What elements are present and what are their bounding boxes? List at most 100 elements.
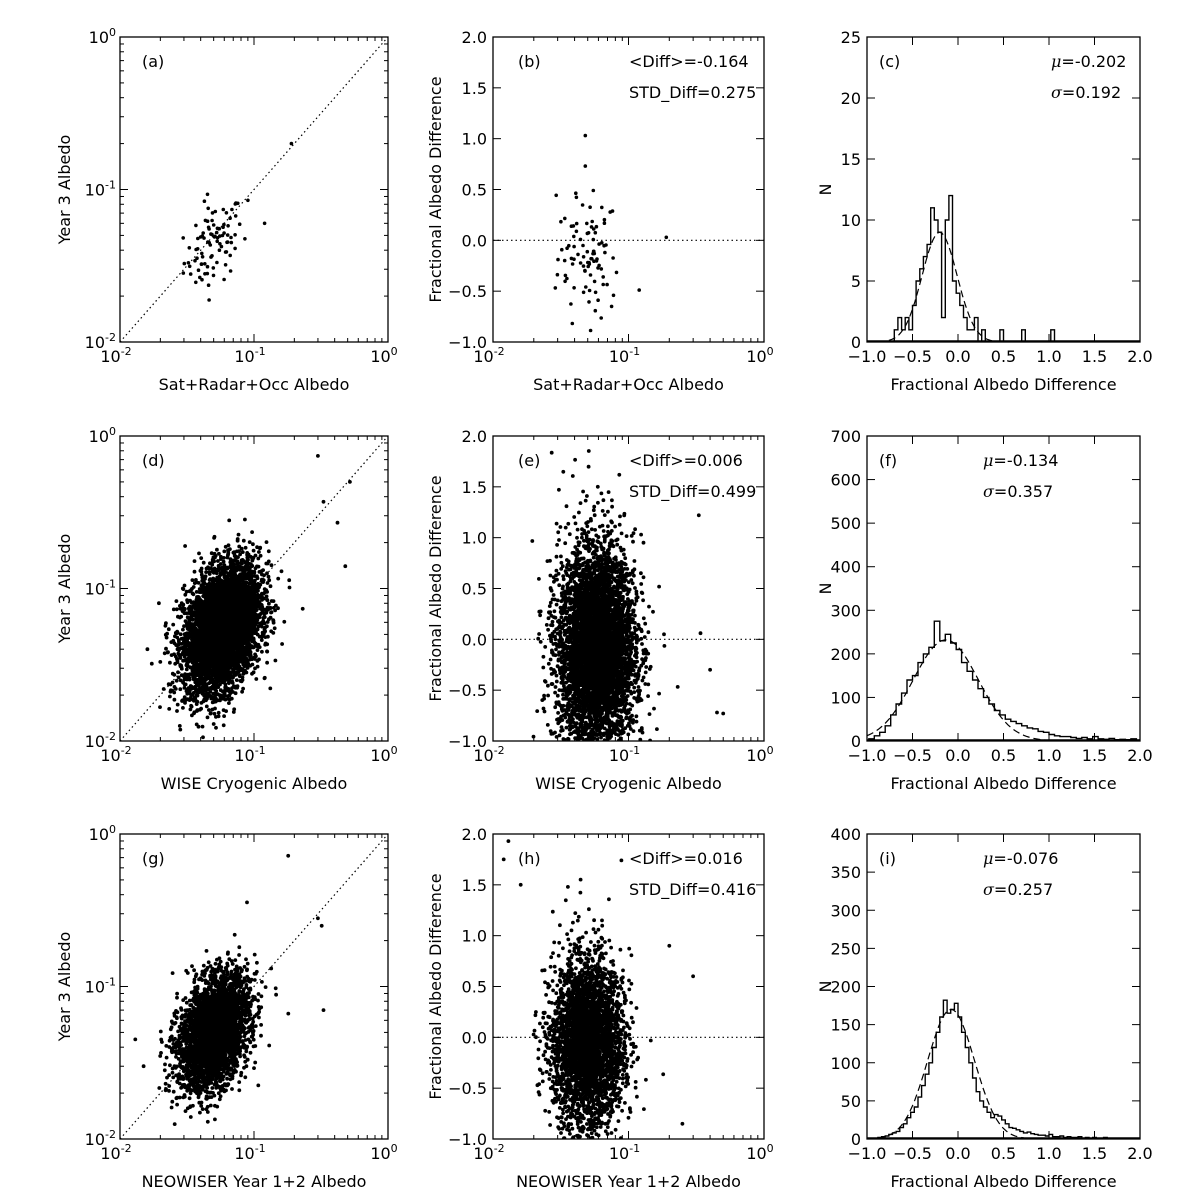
data-point	[572, 234, 576, 239]
data-point	[555, 272, 560, 277]
data-point	[210, 562, 215, 567]
data-point	[175, 702, 180, 707]
data-point	[210, 254, 214, 258]
data-point	[201, 560, 206, 565]
data-point	[189, 686, 194, 691]
data-point	[207, 708, 211, 712]
data-point	[221, 559, 226, 564]
data-point	[222, 567, 227, 572]
y-tick-label: 10-2	[85, 331, 116, 352]
data-point	[192, 581, 197, 585]
data-point	[168, 689, 173, 694]
data-point	[166, 627, 171, 632]
data-point	[596, 266, 600, 270]
y-axis-label: Fractional Albedo Difference	[426, 76, 445, 302]
data-point	[217, 248, 222, 252]
data-point	[175, 629, 180, 634]
data-point	[569, 224, 574, 228]
data-point	[194, 578, 198, 582]
data-point	[216, 710, 221, 715]
data-point	[596, 298, 600, 303]
data-point	[263, 635, 268, 639]
gaussian-fit	[867, 231, 1140, 342]
data-point	[194, 247, 198, 252]
data-point	[592, 259, 596, 264]
data-point	[262, 675, 267, 680]
data-point	[253, 622, 258, 627]
data-point	[193, 258, 197, 263]
data-point	[217, 566, 222, 571]
data-point	[200, 616, 205, 620]
data-point	[584, 285, 588, 289]
data-point	[212, 697, 217, 702]
data-point	[265, 561, 270, 566]
data-point	[250, 557, 255, 561]
data-point	[259, 577, 264, 582]
x-tick-label: 100	[370, 345, 397, 366]
data-point	[174, 607, 179, 612]
data-point	[206, 283, 211, 288]
data-point	[201, 735, 205, 740]
data-point	[184, 667, 189, 672]
data-point	[211, 266, 216, 270]
data-point	[183, 698, 188, 702]
data-point	[238, 650, 242, 655]
data-point	[180, 586, 185, 591]
data-point	[229, 240, 234, 245]
data-point	[587, 260, 591, 265]
data-point	[567, 243, 571, 248]
data-point	[237, 222, 242, 226]
data-point	[176, 638, 181, 642]
data-point	[240, 561, 245, 566]
x-tick-label: 100	[746, 345, 773, 366]
data-point	[593, 230, 598, 235]
data-point	[225, 583, 229, 587]
x-tick-label: −0.5	[893, 347, 932, 366]
data-point	[231, 562, 236, 566]
data-point	[228, 269, 233, 273]
data-point	[254, 628, 259, 633]
data-point	[273, 608, 277, 613]
data-point	[216, 563, 221, 568]
data-point	[247, 582, 252, 586]
data-point	[173, 661, 178, 666]
data-point	[179, 601, 184, 606]
data-point	[271, 618, 276, 623]
data-point	[221, 570, 226, 575]
data-point	[268, 584, 273, 589]
data-point	[572, 244, 576, 249]
data-point	[228, 564, 233, 569]
data-point	[279, 569, 284, 574]
data-point	[255, 589, 259, 594]
data-point	[574, 229, 579, 234]
panel-c: −1.0 −0.5 0.0 0.5 1.0 1.5 2.00510152025Fractio…	[816, 28, 1153, 394]
data-point	[205, 264, 210, 269]
data-point	[262, 587, 267, 591]
data-point	[211, 273, 216, 278]
data-point	[257, 657, 261, 662]
data-point	[182, 261, 187, 266]
data-point	[221, 696, 226, 701]
data-point	[581, 290, 586, 295]
data-point	[189, 633, 193, 637]
data-point	[583, 269, 587, 273]
data-point	[227, 680, 232, 684]
data-point	[233, 691, 238, 696]
data-point	[207, 298, 211, 302]
data-point	[225, 240, 230, 244]
data-point	[244, 635, 249, 640]
data-point	[563, 279, 567, 284]
data-point	[182, 624, 186, 628]
data-point	[276, 576, 281, 581]
data-point	[599, 267, 604, 271]
y-tick-label: 0.5	[462, 181, 487, 200]
data-point	[189, 647, 194, 652]
data-point	[586, 264, 590, 269]
data-point	[260, 649, 264, 654]
data-point	[171, 607, 176, 612]
data-point	[600, 241, 604, 245]
data-point	[251, 636, 256, 641]
data-point	[172, 672, 177, 677]
data-point	[581, 254, 586, 259]
